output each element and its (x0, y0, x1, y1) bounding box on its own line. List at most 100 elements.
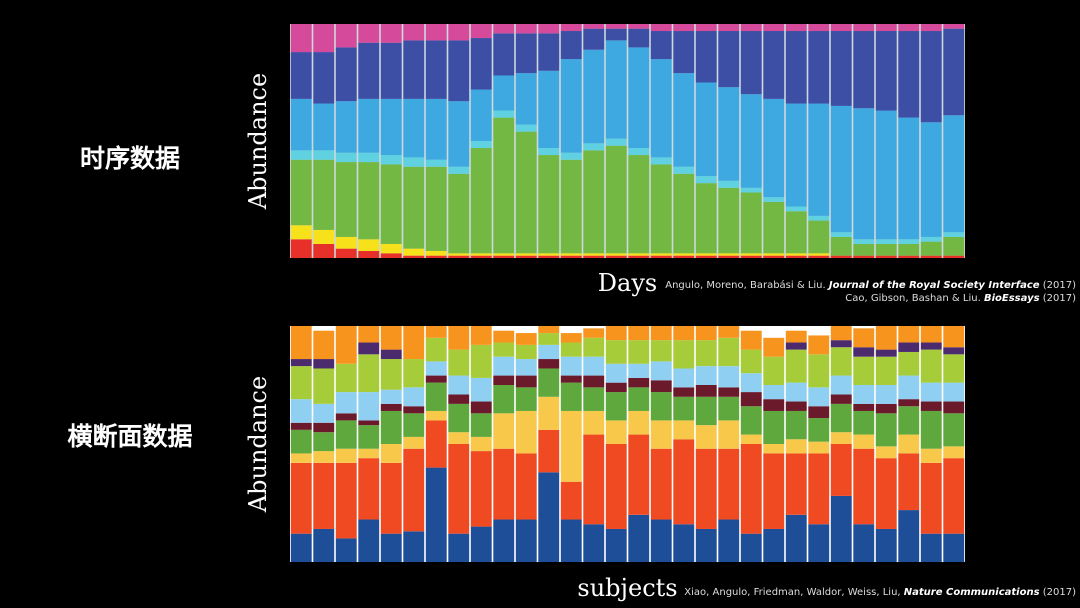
bar-segment (470, 326, 492, 345)
bar-segment (290, 225, 312, 240)
bar-segment (740, 31, 762, 95)
bar-segment (313, 103, 335, 151)
bar-segment (740, 392, 762, 407)
bar-segment (763, 337, 785, 357)
bar-segment (560, 24, 582, 32)
bar-segment (808, 387, 830, 407)
bar-segment (785, 31, 807, 104)
bar-segment (628, 377, 650, 388)
bar-segment (920, 382, 942, 402)
bar-segment (380, 24, 402, 43)
bar-segment (628, 148, 650, 156)
bar-segment (673, 73, 695, 167)
bar-segment (740, 444, 762, 534)
bar-segment (448, 403, 470, 433)
bar-segment (650, 519, 672, 562)
bar-segment (763, 201, 785, 254)
x-axis-label: subjects (577, 574, 677, 602)
bar-segment (740, 94, 762, 188)
bar-segment (763, 24, 785, 32)
bar-segment (740, 434, 762, 444)
bar-segment (830, 326, 852, 341)
bar-segment (538, 253, 560, 256)
bar-segment (403, 413, 425, 437)
section-label: 时序数据 (80, 144, 180, 173)
bar-segment (943, 236, 965, 256)
bar-segment (313, 432, 335, 452)
bar-segment (808, 335, 830, 355)
citation-authors: Xiao, Angulo, Friedman, Waldor, Weiss, L… (684, 587, 901, 598)
bar-segment (830, 347, 852, 376)
bar-segment (493, 375, 515, 385)
bar-segment (785, 255, 807, 258)
bar-segment (740, 187, 762, 193)
bar-segment (718, 187, 740, 254)
bar-segment (853, 410, 875, 435)
bar-segment (695, 385, 717, 397)
bar-segment (875, 239, 897, 244)
bar-segment (380, 403, 402, 411)
bar-segment (785, 439, 807, 454)
bar-segment (785, 330, 807, 343)
bar-segment (493, 519, 515, 562)
bar-segment (920, 24, 942, 32)
bar-segment (380, 389, 402, 404)
bar-segment (875, 446, 897, 459)
bar-segment (740, 406, 762, 435)
bar-segment (605, 40, 627, 139)
bar-segment (358, 162, 380, 240)
bar-segment (538, 368, 560, 397)
bar-segment (830, 340, 852, 348)
bar-segment (493, 117, 515, 254)
bar-segment (290, 326, 312, 360)
bar-segment (808, 24, 830, 32)
bar-segment (920, 326, 942, 343)
citation-year: (2017) (1042, 280, 1076, 291)
bar-segment (380, 164, 402, 244)
bar-segment (695, 24, 717, 32)
bar-segment (493, 342, 515, 357)
bar-segment (785, 211, 807, 254)
citation: Angulo, Moreno, Barabási & Liu. Journal … (665, 280, 1076, 291)
bar-segment (808, 441, 830, 454)
citation-journal: Journal of the Royal Society Interface (828, 280, 1040, 291)
bar-segment (763, 399, 785, 411)
bar-segment (425, 40, 447, 99)
y-axis-label: Abundance (244, 376, 272, 513)
bar-segment (808, 255, 830, 258)
bar-segment (335, 248, 357, 258)
bar-segment (943, 115, 965, 233)
bar-segment (628, 47, 650, 149)
bar-segment (605, 444, 627, 529)
bar-segment (335, 152, 357, 163)
bar-segment (605, 24, 627, 29)
bar-segment (695, 448, 717, 529)
bar-segment (875, 31, 897, 111)
citation-authors: Angulo, Moreno, Barabási & Liu. (665, 280, 826, 291)
bar-segment (493, 110, 515, 118)
bar-segment (718, 396, 740, 421)
bar-segment (605, 255, 627, 258)
bar-segment (560, 481, 582, 520)
bar-segment (583, 328, 605, 338)
bar-segment (583, 387, 605, 411)
bar-segment (380, 42, 402, 99)
bar-segment (515, 73, 537, 125)
bar-segment (560, 152, 582, 160)
x-axis-label: Days (598, 269, 657, 297)
bar-segment (920, 236, 942, 242)
bar-segment (628, 155, 650, 254)
bar-segment (853, 239, 875, 244)
bar-segment (695, 253, 717, 256)
bar-segment (380, 359, 402, 390)
bar-segment (718, 326, 740, 338)
bar-segment (740, 373, 762, 393)
bar-segment (605, 340, 627, 364)
bar-segment (673, 255, 695, 258)
bar-segment (538, 429, 560, 473)
bar-segment (943, 24, 965, 29)
bar-segment (358, 42, 380, 99)
bar-segment (695, 31, 717, 83)
bar-segment (943, 446, 965, 459)
bar-segment (358, 250, 380, 258)
